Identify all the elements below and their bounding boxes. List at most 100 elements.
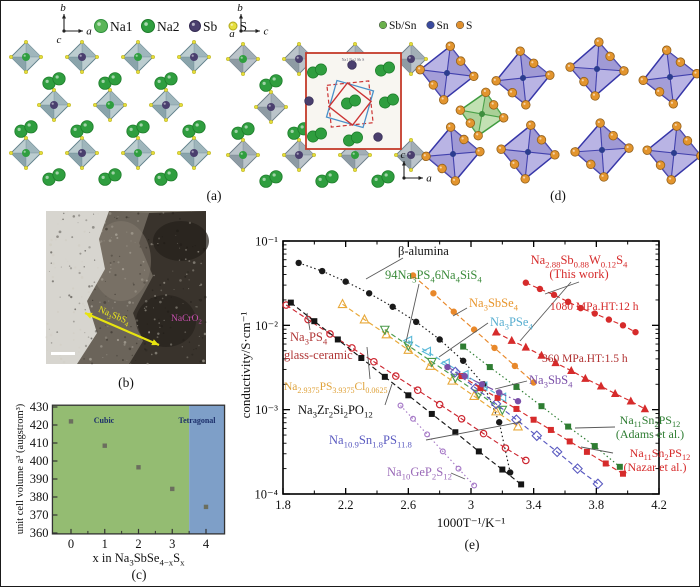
e-xtick-1.8: 1.8 — [275, 498, 291, 512]
annotation-na-3-pse-4: Na3PSe4 — [490, 315, 533, 331]
legend-label-s: S — [240, 19, 248, 34]
annotation-na-11-sn-2-ps-12: Na11Sn2PS12 — [620, 413, 681, 429]
axis-label-a: a — [86, 26, 92, 38]
annotation-this-work: (This work) — [549, 267, 608, 281]
annotation-na-3-sbs-4: Na3SbS4 — [529, 373, 573, 389]
series-na-11-sn-2-ps-12-adams-et-al — [460, 343, 623, 470]
e-xtick-3: 3 — [468, 498, 474, 512]
series-na-2-88-sb-0-88-w-0-12-s-4-this-work-360-mpa-ht-1-5-h — [491, 327, 650, 413]
tem-phase-label: NaCrO2 — [171, 314, 202, 326]
e-xtick-2.6: 2.6 — [401, 498, 417, 512]
c-xtick-0: 0 — [68, 537, 74, 551]
octahedron-sn — [496, 120, 560, 184]
c-ytick-360: 360 — [30, 526, 49, 540]
volume-chart: 360 370 380 390 400 410 420 430 0 1 2 3 4 Cubic Tetrag… — [15, 400, 226, 567]
panel-d-crystal-structure: Sb/Sn Sn Sc a — [378, 20, 699, 186]
legend-label-s: S — [466, 20, 472, 32]
c-xtick-1: 1 — [102, 537, 108, 551]
c-xtick-4: 4 — [203, 537, 210, 551]
c-ylabel: unit cell volume a³ (augstrom³) — [15, 403, 26, 534]
c-ytick-390: 390 — [30, 472, 49, 486]
annotation-na-3-sbse-4: Na3SbSe4 — [469, 296, 519, 312]
legend-label-na2: Na2 — [157, 19, 180, 34]
annotation-nazar-et-al: (Nazar et al.) — [624, 460, 687, 474]
annotation-na-3-zr-2-si-2-po-12: Na3Zr2Si2PO12 — [298, 403, 373, 419]
caption-e: (e) — [464, 537, 480, 552]
panel-a-axes: b a c b c a — [57, 2, 269, 46]
octahedron-sn — [570, 118, 634, 182]
c-data-point — [203, 504, 209, 510]
octahedron-sn — [421, 122, 485, 186]
panel-a-inset: Na1 Na2 Sb S — [304, 52, 402, 150]
c-xtick-3: 3 — [169, 537, 175, 551]
caption-d: (d) — [550, 188, 566, 203]
series-na-10-9-sn-1-8-ps-11-8 — [449, 366, 604, 490]
c-xtick-2: 2 — [135, 537, 141, 551]
series-na-3-sbs-4 — [444, 363, 522, 405]
octahedron-sn — [642, 121, 699, 185]
caption-c: (c) — [131, 567, 147, 582]
panel-c-unit-cell-volume-chart: 360 370 380 390 400 410 420 430 0 1 2 3 4 Cubic Tetrag… — [15, 400, 226, 567]
annotation-94na-3-ps-4-6na-4-sis-4: 94Na3PS46Na4SiS4 — [385, 268, 482, 284]
c-data-point — [68, 419, 74, 424]
e-ytick: 10⁻⁴ — [255, 488, 278, 502]
legend-label-sn: Sn — [437, 20, 449, 32]
octahedron-sn — [565, 37, 629, 101]
panel-a-legend: Na1 Na2 Sb S — [94, 19, 248, 34]
annotation-na-11-sn-2-ps-12: Na11Sn2PS12 — [630, 446, 691, 462]
annotation-360-mpa-ht-1-5-h: 360 MPa.HT:1.5 h — [542, 353, 628, 365]
e-ytick: 10⁻² — [255, 319, 278, 333]
c-ytick-420: 420 — [30, 418, 49, 432]
e-ticks: 1.8 2.2 2.6 3 3.4 3.8 4.2 10⁻¹ 10⁻² 10⁻³ 10⁻⁴ — [255, 235, 667, 513]
series-na-3-sbse-4 — [409, 272, 537, 386]
axis-label-a: a — [426, 173, 432, 185]
series-na-3-zr-2-si-2-po-12 — [287, 299, 525, 488]
tem-scale-bar — [51, 352, 75, 355]
e-annotations: β-alumina 94Na3PS46Na4SiS4 Na3SbSe4 Na3PSe4… — [284, 244, 690, 481]
region-label-cubic: Cubic — [94, 416, 115, 425]
e-xlabel: 1000T⁻¹/K⁻¹ — [437, 515, 506, 530]
series-na-2-88-sb-0-88-w-0-12-s-4-this-work-1080-mpa-ht-12-h — [522, 279, 639, 336]
series-na-10-gep-2-s-12 — [397, 402, 478, 489]
c-ytick-410: 410 — [30, 436, 49, 450]
series-na-2-9375-ps-3-9375-cl-0-0625 — [337, 298, 524, 431]
annotation-na-10-9-sn-1-8-ps-11-8: Na10.9Sn1.8PS11.8 — [329, 433, 413, 449]
region-cubic — [52, 405, 190, 534]
series-94na-3-ps-4-6na-4-sis-4 — [379, 325, 508, 416]
e-xtick-2.2: 2.2 — [338, 498, 354, 512]
c-xlabel: x in Na3SbSe4−xSx — [93, 551, 186, 567]
annotation-glass-ceramic: glass-ceramic — [284, 348, 353, 362]
series-na-3-ps-4-glass-ceramic — [282, 301, 530, 465]
inset-legend: Na1 Na2 Sb S — [342, 57, 365, 62]
panel-e-arrhenius-conductivity-chart: 1.8 2.2 2.6 3 3.4 3.8 4.2 10⁻¹ 10⁻² 10⁻³ 10⁻⁴ β-alu… — [238, 235, 690, 531]
annotation-adams-et-al: (Adams et al.) — [616, 427, 684, 441]
c-data-point — [170, 486, 175, 492]
octahedron-sn — [638, 45, 699, 109]
axis-label-b: b — [237, 2, 243, 14]
c-ytick-400: 400 — [30, 454, 49, 468]
structure-left — [8, 40, 211, 186]
e-ytick: 10⁻³ — [255, 403, 278, 417]
c-ytick-370: 370 — [30, 508, 49, 522]
e-ytick: 10⁻¹ — [255, 235, 278, 249]
octahedron-sn — [491, 46, 555, 110]
panel-d-legend: Sb/Sn Sn S — [378, 20, 472, 32]
structure-d — [415, 37, 699, 186]
c-ytick-430: 430 — [30, 400, 49, 414]
axis-label-c: c — [57, 34, 62, 46]
annotation-na-10-gep-2-s-12: Na10GeP2S12 — [387, 465, 452, 481]
conductivity-chart: 1.8 2.2 2.6 3 3.4 3.8 4.2 10⁻¹ 10⁻² 10⁻³ 10⁻⁴ β-alu… — [238, 235, 690, 531]
axis-label-c: c — [264, 26, 269, 38]
e-pointers — [306, 257, 616, 480]
axis-label-c: c — [401, 149, 406, 161]
c-data-point — [102, 443, 107, 448]
legend-label-na1: Na1 — [110, 19, 133, 34]
region-tetragonal — [189, 405, 225, 534]
e-xtick-4.2: 4.2 — [651, 498, 667, 512]
legend-label-sb-sn: Sb/Sn — [389, 20, 417, 32]
e-xtick-3.8: 3.8 — [589, 498, 605, 512]
